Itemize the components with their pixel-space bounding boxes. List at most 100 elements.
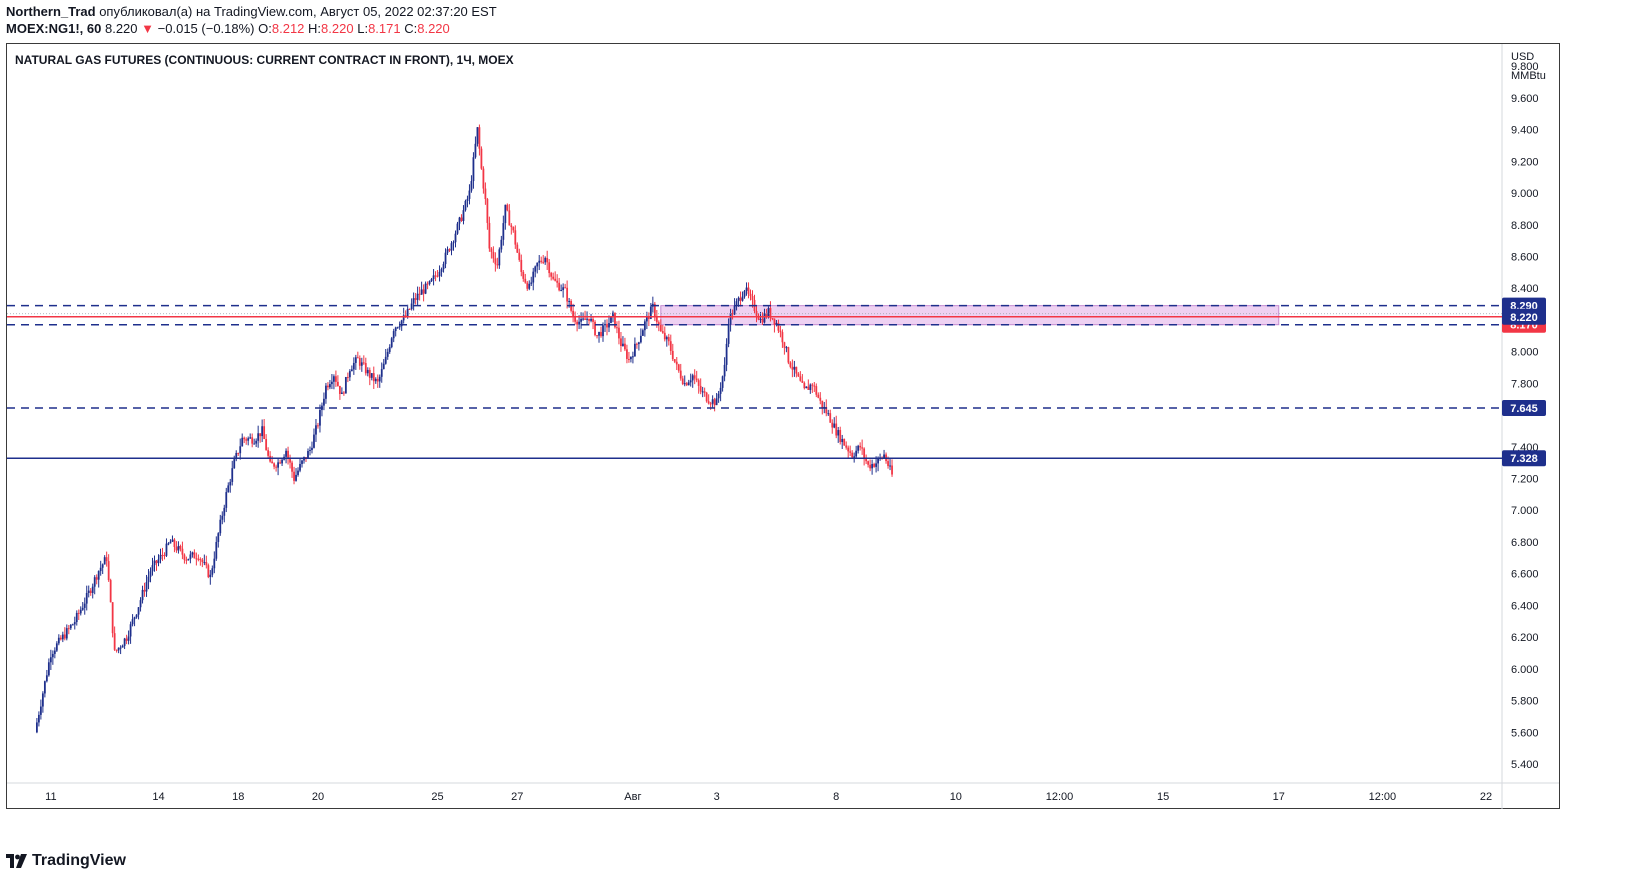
candle-body <box>671 350 674 360</box>
candle-body <box>837 430 840 436</box>
candle-body <box>765 313 768 317</box>
candle-body <box>853 456 856 458</box>
candle-body <box>221 515 224 520</box>
candle-body <box>422 289 425 294</box>
candle-body <box>151 565 154 572</box>
candle-body <box>364 363 367 374</box>
candle-body <box>225 492 228 508</box>
candle-body <box>61 634 64 640</box>
candle-body <box>165 543 168 556</box>
candle-body <box>444 252 447 265</box>
candle-body <box>193 552 196 559</box>
candle-body <box>370 373 373 378</box>
candle-body <box>528 283 531 289</box>
close-label: C: <box>404 21 418 36</box>
y-tick-label: 6.200 <box>1511 632 1539 644</box>
candle-body <box>767 308 770 317</box>
candle-body <box>604 323 606 326</box>
candle-body <box>657 322 660 326</box>
candle-body <box>189 554 192 559</box>
candle-body <box>454 233 457 243</box>
candle-body <box>544 257 547 263</box>
symbol-line: MOEX:NG1!, 60 8.220 ▼ −0.015 (−0.18%) O:… <box>6 21 450 36</box>
candle-body <box>777 322 780 331</box>
candle-body <box>727 324 730 344</box>
candle-body <box>327 385 329 388</box>
candle-body <box>438 271 441 277</box>
candle-body <box>707 401 710 404</box>
price-label-box <box>1502 308 1546 325</box>
candle-body <box>173 539 176 547</box>
y-tick-label: 7.200 <box>1511 474 1539 486</box>
candle-body <box>410 303 413 309</box>
candle-body <box>592 318 594 322</box>
candle-body <box>791 366 794 370</box>
tradingview-logo[interactable]: TradingView <box>6 852 126 870</box>
candle-body <box>219 519 222 534</box>
candle-body <box>424 283 427 294</box>
candle-body <box>378 376 381 382</box>
candle-body <box>817 394 820 398</box>
candle-body <box>167 543 170 545</box>
candle-body <box>504 204 507 224</box>
y-tick-label: 9.400 <box>1511 125 1539 137</box>
candle-body <box>253 443 256 445</box>
candle-body <box>440 269 443 272</box>
candle-body <box>398 326 401 328</box>
candle-body <box>667 337 670 342</box>
low-value: 8.171 <box>368 21 401 36</box>
candle-body <box>857 445 860 451</box>
author-name[interactable]: Northern_Trad <box>6 4 96 19</box>
candle-body <box>362 362 365 364</box>
candle-body <box>596 335 598 337</box>
candle-body <box>163 555 166 557</box>
candle-body <box>183 554 186 560</box>
candle-body <box>867 461 870 465</box>
candle-body <box>418 293 421 295</box>
price-label-text: 7.645 <box>1510 403 1538 415</box>
high-label: H: <box>308 21 322 36</box>
candle-body <box>743 290 746 297</box>
candle-body <box>759 318 762 320</box>
candle-body <box>855 450 858 457</box>
candle-body <box>699 385 702 392</box>
candle-body <box>275 466 277 468</box>
candle-body <box>315 425 317 435</box>
candle-body <box>831 422 834 428</box>
candle-body <box>787 347 790 363</box>
candle-body <box>231 468 234 482</box>
candle-body <box>235 453 238 460</box>
candle-body <box>109 580 112 603</box>
candle-body <box>620 338 622 346</box>
candle-body <box>406 308 409 317</box>
candle-body <box>329 384 331 388</box>
candle-body <box>805 386 808 389</box>
candle-body <box>669 341 672 351</box>
candle-body <box>319 410 321 426</box>
candle-body <box>630 356 632 360</box>
candle-body <box>500 239 503 250</box>
candle-body <box>51 653 54 658</box>
candle-body <box>277 462 279 468</box>
chart-frame[interactable] <box>6 43 1560 809</box>
close-value: 8.220 <box>417 21 450 36</box>
candle-body <box>590 318 592 321</box>
candle-body <box>452 242 455 244</box>
candle-body <box>883 454 885 458</box>
candle-body <box>65 628 68 639</box>
candle-body <box>175 546 178 551</box>
candle-body <box>622 343 624 346</box>
tradingview-logo-icon <box>6 854 27 868</box>
candle-body <box>653 303 656 317</box>
candle-body <box>480 148 483 169</box>
candle-body <box>474 143 477 158</box>
candle-body <box>645 316 648 322</box>
candle-body <box>661 331 664 333</box>
candle-body <box>233 459 236 469</box>
candle-body <box>462 210 465 221</box>
x-tick-label: 8 <box>833 791 839 803</box>
candle-body <box>508 210 511 226</box>
candle-body <box>374 378 377 382</box>
candle-body <box>542 261 545 263</box>
